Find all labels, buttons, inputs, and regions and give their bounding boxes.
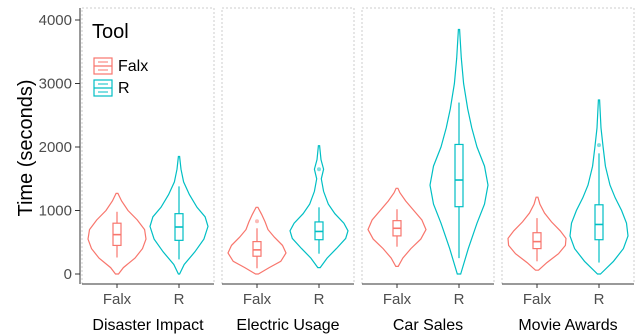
- violin-falx: [227, 206, 287, 275]
- y-tick-label: 0: [64, 266, 72, 283]
- box-falx: [532, 232, 542, 250]
- plot-area: 0 1000 2000 3000 4000 Falx R Disaster Impact Fal…: [39, 7, 635, 334]
- facet-label: Electric Usage: [236, 317, 339, 334]
- legend-entry-falx: Falx: [93, 57, 148, 75]
- outlier-point: [317, 167, 321, 172]
- facet-panel: [501, 7, 635, 285]
- legend-entry-r: R: [93, 79, 130, 97]
- x-tick-label: Falx: [243, 291, 272, 308]
- x-tick-label: R: [174, 291, 185, 308]
- violin-falx: [367, 187, 427, 267]
- legend: Tool Falx R: [86, 12, 166, 102]
- legend-background: [86, 12, 166, 102]
- x-tick-label: Falx: [383, 291, 412, 308]
- violin-r: [149, 155, 209, 275]
- y-tick-label: 3000: [39, 76, 72, 93]
- facet-label: Movie Awards: [518, 317, 617, 334]
- legend-title: Tool: [92, 21, 129, 43]
- facet-panel: [361, 7, 495, 285]
- y-axis-title: Time (seconds): [15, 79, 37, 216]
- legend-label: R: [118, 80, 130, 97]
- facet-panel: [221, 7, 355, 285]
- y-tick-label: 2000: [39, 139, 72, 156]
- violin-falx: [87, 192, 147, 275]
- x-tick-label: Falx: [103, 291, 132, 308]
- violin-r: [569, 99, 629, 275]
- x-tick-label: R: [454, 291, 465, 308]
- outlier-point: [255, 219, 259, 224]
- facet-label: Car Sales: [393, 317, 463, 334]
- violin-r: [289, 145, 349, 269]
- facet-label: Disaster Impact: [92, 317, 204, 334]
- box-r: [454, 143, 464, 208]
- box-r: [594, 204, 604, 241]
- legend-label: Falx: [118, 58, 148, 75]
- box-falx: [252, 241, 262, 257]
- x-tick-label: R: [314, 291, 325, 308]
- y-tick-label: 4000: [39, 12, 72, 29]
- violin-falx: [507, 196, 567, 271]
- outlier-point: [597, 143, 601, 148]
- x-tick-label: R: [594, 291, 605, 308]
- y-tick-label: 1000: [39, 203, 72, 220]
- violin-r: [429, 28, 489, 275]
- x-tick-label: Falx: [523, 291, 552, 308]
